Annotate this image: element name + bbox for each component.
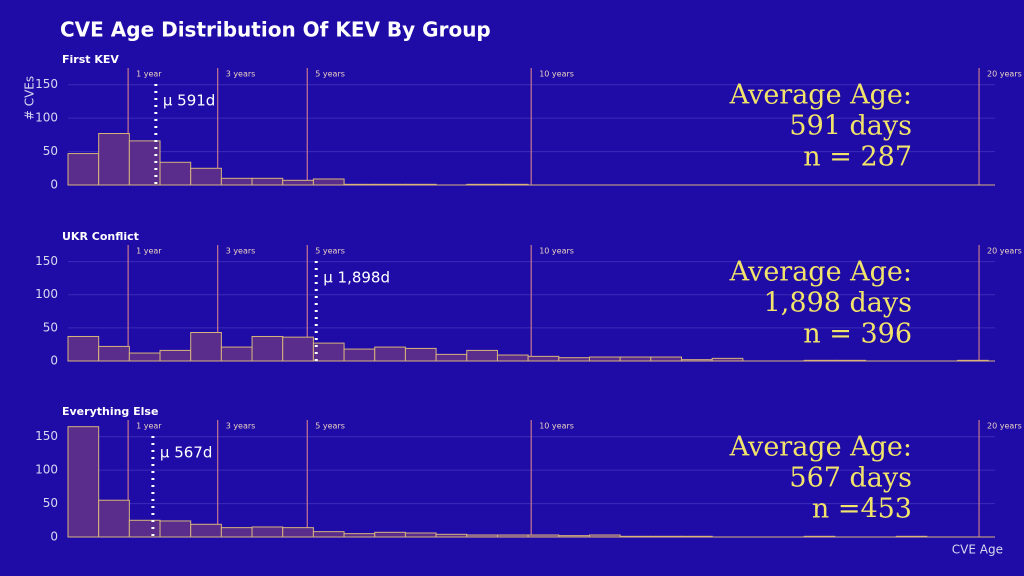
bar (67, 426, 100, 538)
y-tick-label: 0 (50, 354, 58, 368)
reference-label: 10 years (539, 70, 574, 79)
bar (220, 527, 253, 538)
bar (98, 499, 130, 538)
reference-label: 5 years (315, 422, 345, 431)
bar (159, 161, 192, 186)
reference-label: 1 year (136, 247, 162, 256)
y-tick-label: 150 (35, 254, 58, 268)
annotation: n = 287 (803, 142, 912, 173)
reference-label: 5 years (315, 70, 345, 79)
bar (98, 133, 130, 186)
bar (404, 532, 437, 538)
y-tick-label: 100 (35, 463, 58, 477)
bar (128, 352, 161, 362)
reference-label: 10 years (539, 247, 574, 256)
bar (343, 348, 376, 362)
bar (282, 336, 314, 362)
y-tick-label: 100 (35, 287, 58, 301)
bar (159, 520, 192, 538)
bar (374, 531, 406, 538)
x-axis-label: CVE Age (952, 543, 1003, 557)
panel-title: UKR Conflict (62, 230, 139, 243)
bar (67, 335, 100, 362)
bar (190, 523, 222, 538)
annotation: Average Age: (729, 432, 912, 463)
panel-title: Everything Else (62, 405, 158, 418)
reference-label: 5 years (315, 247, 345, 256)
annotation: Average Age: (729, 80, 912, 111)
reference-label: 20 years (987, 422, 1022, 431)
reference-label: 3 years (226, 422, 256, 431)
mean-label: μ 591d (163, 92, 215, 110)
bar (251, 177, 284, 186)
bar (251, 526, 284, 538)
bar (67, 153, 100, 186)
bar (128, 519, 161, 538)
bar (435, 353, 468, 362)
bar (650, 356, 683, 362)
mean-label: μ 1,898d (323, 269, 390, 287)
panel-title: First KEV (62, 53, 119, 66)
annotation: 1,898 days (764, 288, 912, 319)
y-axis-label: # CVEs (23, 76, 37, 120)
reference-label: 20 years (987, 247, 1022, 256)
annotation: 591 days (789, 111, 912, 142)
bar (374, 346, 406, 362)
y-tick-label: 50 (43, 144, 58, 158)
bar (588, 356, 621, 362)
reference-label: 1 year (136, 422, 162, 431)
bar (190, 167, 222, 186)
bar (312, 342, 345, 362)
y-tick-label: 0 (50, 178, 58, 192)
bar (98, 345, 130, 362)
reference-label: 3 years (226, 247, 256, 256)
y-tick-label: 50 (43, 320, 58, 334)
annotation: Average Age: (729, 257, 912, 288)
reference-label: 1 year (136, 70, 162, 79)
bar (343, 533, 376, 538)
annotation: n =453 (812, 494, 912, 525)
annotation: n = 396 (803, 319, 912, 350)
bar (466, 349, 498, 362)
chart-title: CVE Age Distribution Of KEV By Group (60, 18, 491, 42)
bar (496, 354, 529, 362)
reference-label: 3 years (226, 70, 256, 79)
bar (190, 331, 222, 362)
reference-label: 10 years (539, 422, 574, 431)
bar (312, 178, 345, 186)
y-tick-label: 150 (35, 429, 58, 443)
bar (251, 335, 284, 362)
y-tick-label: 100 (35, 111, 58, 125)
mean-label: μ 567d (160, 444, 212, 462)
bar (404, 347, 437, 362)
y-tick-label: 150 (35, 77, 58, 91)
bar (159, 349, 192, 362)
y-tick-label: 0 (50, 530, 58, 544)
bar (312, 531, 345, 538)
bar (220, 346, 253, 362)
y-tick-label: 50 (43, 496, 58, 510)
bar (282, 179, 314, 186)
bar (282, 527, 314, 538)
reference-label: 20 years (987, 70, 1022, 79)
annotation: 567 days (789, 463, 912, 494)
bar (220, 177, 253, 186)
bar (619, 356, 652, 362)
bar (527, 355, 560, 362)
